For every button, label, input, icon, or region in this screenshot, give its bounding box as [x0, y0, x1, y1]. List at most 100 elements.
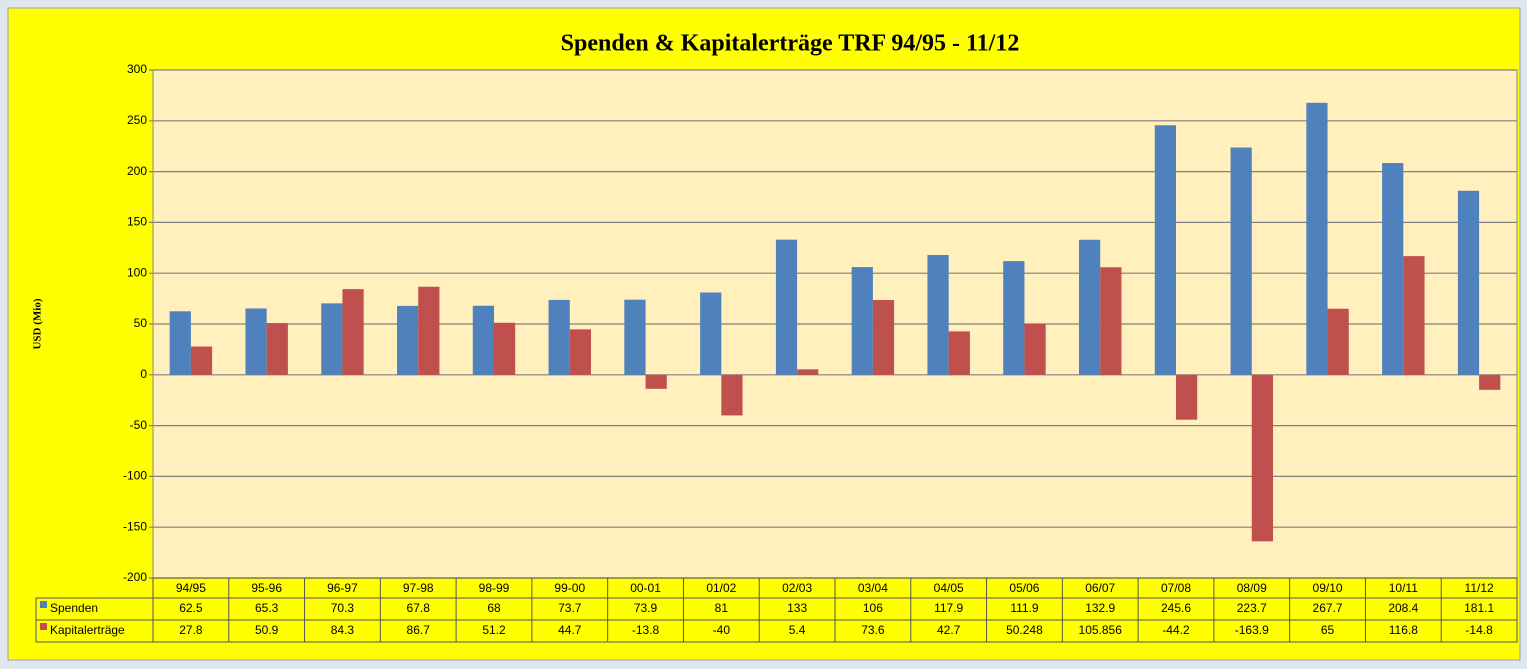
bar: [948, 331, 970, 375]
x-tick-label: 11/12: [1465, 581, 1494, 595]
table-value: 68: [487, 601, 501, 615]
bar: [245, 308, 267, 375]
bar: [851, 267, 873, 375]
y-tick-label: -150: [123, 519, 147, 533]
x-tick-label: 99-00: [554, 581, 585, 595]
bar: [645, 374, 667, 389]
bar: [169, 311, 191, 375]
y-axis-label: USD (Mio): [32, 298, 44, 349]
table-value: 105.856: [1079, 623, 1123, 637]
bar: [548, 299, 570, 375]
table-value: -14.8: [1465, 623, 1493, 637]
x-tick-label: 05/06: [1009, 581, 1039, 595]
table-value: 86.7: [407, 623, 431, 637]
x-tick-label: 02/03: [782, 581, 812, 595]
table-value: 50.248: [1006, 623, 1043, 637]
y-tick-label: 0: [140, 367, 147, 381]
table-value: 116.8: [1389, 623, 1418, 637]
y-tick-label: 100: [127, 265, 147, 279]
bar: [700, 292, 722, 375]
table-value: 106: [863, 601, 883, 615]
bar: [1479, 374, 1501, 390]
table-value: 70.3: [331, 601, 355, 615]
table-value: 67.8: [407, 601, 431, 615]
table-value: -163.9: [1235, 623, 1269, 637]
table-value: 223.7: [1237, 601, 1267, 615]
bar: [1230, 147, 1252, 375]
table-value: 111.9: [1010, 601, 1039, 615]
x-tick-label: 06/07: [1085, 581, 1115, 595]
x-tick-label: 10/11: [1389, 581, 1418, 595]
table-value: 73.9: [634, 601, 658, 615]
bar: [1382, 163, 1404, 375]
bar: [1251, 374, 1273, 542]
x-tick-label: 04/05: [934, 581, 964, 595]
bar: [418, 286, 440, 375]
y-tick-label: 150: [127, 215, 147, 229]
bar: [321, 303, 343, 375]
table-value: 42.7: [937, 623, 961, 637]
table-value: -44.2: [1162, 623, 1190, 637]
bar: [397, 305, 419, 375]
bar: [872, 300, 895, 375]
bar: [624, 299, 646, 375]
table-value: 267.7: [1313, 601, 1343, 615]
table-value: 81: [715, 601, 729, 615]
bar: [1176, 374, 1198, 420]
y-tick-label: -200: [123, 570, 147, 584]
table-value: 84.3: [331, 623, 355, 637]
legend-swatch: [40, 623, 47, 630]
table-value: 73.6: [861, 623, 885, 637]
bar: [927, 255, 949, 375]
bar: [775, 239, 798, 375]
chart-title: Spenden & Kapitalerträge TRF 94/95 - 11/…: [561, 31, 1020, 57]
legend-label: Spenden: [50, 601, 98, 615]
table-value: 50.9: [255, 623, 279, 637]
table-value: 62.5: [179, 601, 203, 615]
table-value: 27.8: [179, 623, 203, 637]
table-value: 132.9: [1085, 601, 1115, 615]
table-value: 181.1: [1464, 601, 1494, 615]
bar: [1024, 323, 1046, 375]
table-value: -40: [713, 623, 731, 637]
x-tick-label: 98-99: [479, 581, 510, 595]
bar: [721, 374, 743, 416]
table-value: 51.2: [482, 623, 506, 637]
table-value: 133: [787, 601, 807, 615]
bar: [797, 369, 819, 375]
bar: [1457, 190, 1480, 375]
bar: [494, 322, 516, 375]
table-value: 245.6: [1161, 601, 1191, 615]
bar: [190, 346, 213, 375]
bar: [342, 289, 364, 375]
x-tick-label: 03/04: [858, 581, 888, 595]
bar: [569, 329, 591, 375]
x-tick-label: 00-01: [630, 581, 661, 595]
bar: [1003, 261, 1025, 375]
table-value: 73.7: [558, 601, 582, 615]
table-value: 44.7: [558, 623, 582, 637]
bar: [1306, 102, 1328, 375]
bar: [1079, 239, 1101, 375]
y-tick-label: 200: [127, 164, 147, 178]
table-value: 5.4: [789, 623, 806, 637]
bar: [266, 323, 288, 375]
x-tick-label: 09/10: [1313, 581, 1343, 595]
bar: [1154, 125, 1176, 375]
bar: [1403, 256, 1425, 375]
bar: [1327, 308, 1349, 375]
x-tick-label: 97-98: [403, 581, 434, 595]
legend-label: Kapitalerträge: [50, 623, 125, 637]
table-value: 65.3: [255, 601, 279, 615]
y-tick-label: 50: [134, 316, 148, 330]
y-tick-label: -100: [123, 469, 147, 483]
x-tick-label: 07/08: [1161, 581, 1191, 595]
legend-swatch: [40, 601, 47, 608]
x-tick-label: 94/95: [176, 581, 206, 595]
bar: [1100, 267, 1122, 375]
bar: [472, 305, 494, 375]
y-tick-label: 250: [127, 113, 147, 127]
table-value: 117.9: [934, 601, 963, 615]
table-value: 208.4: [1388, 601, 1418, 615]
